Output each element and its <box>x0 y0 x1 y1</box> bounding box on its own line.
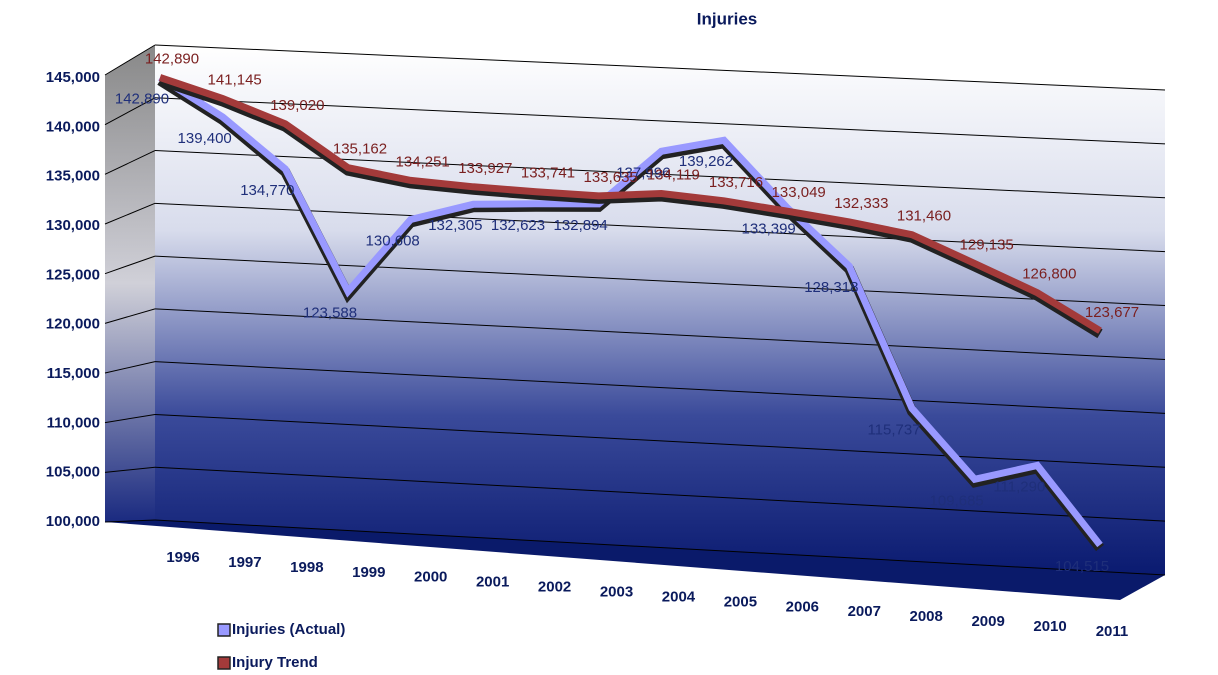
data-label: 111,290 <box>993 478 1045 495</box>
grid-line <box>154 413 1166 468</box>
data-label: 129,135 <box>960 236 1014 253</box>
side-grid-line <box>104 466 156 473</box>
x-tick-label: 2011 <box>1096 623 1129 640</box>
grid-line <box>154 519 1166 576</box>
legend-swatch <box>217 623 231 637</box>
data-label: 130,608 <box>366 232 420 249</box>
side-grid-line <box>104 413 156 424</box>
x-tick-label: 2008 <box>910 608 943 625</box>
line <box>158 74 1102 334</box>
line <box>158 74 1103 548</box>
grid-line <box>154 97 1166 145</box>
y-tick-label: 145,000 <box>46 69 100 86</box>
data-label: 135,162 <box>333 141 387 158</box>
x-tick-label: 2002 <box>538 579 571 596</box>
side-grid-line <box>104 255 156 275</box>
grid-line <box>154 202 1166 253</box>
data-label: 141,145 <box>208 72 262 89</box>
data-label: 142,890 <box>145 50 199 67</box>
data-label: 104,515 <box>1055 558 1109 575</box>
data-label: 142,890 <box>115 90 169 107</box>
x-tick-label: 1996 <box>166 549 199 566</box>
y-tick-label: 140,000 <box>46 118 100 135</box>
data-label: 132,623 <box>491 217 545 234</box>
y-tick-label: 130,000 <box>46 217 100 234</box>
y-tick-label: 115,000 <box>47 365 100 382</box>
y-tick-label: 135,000 <box>46 168 100 185</box>
x-tick-label: 2007 <box>848 603 881 620</box>
x-tick-label: 2003 <box>600 584 633 601</box>
y-tick-label: 100,000 <box>46 513 100 530</box>
floor <box>105 520 1165 600</box>
data-label: 109,685 <box>930 492 984 509</box>
y-tick-label: 120,000 <box>46 316 100 333</box>
grid-line <box>154 44 1166 91</box>
side-grid-line <box>104 361 156 374</box>
data-label: 126,800 <box>1022 266 1076 283</box>
x-tick-label: 2004 <box>662 588 696 605</box>
data-label: 128,318 <box>804 279 858 296</box>
y-tick-label: 105,000 <box>46 464 100 481</box>
data-label: 139,400 <box>178 130 232 147</box>
data-label: 123,677 <box>1085 304 1139 321</box>
data-label: 115,737 <box>867 421 920 438</box>
data-label: 131,460 <box>897 208 951 225</box>
data-label: 133,716 <box>709 174 763 191</box>
data-label: 132,305 <box>428 217 482 234</box>
side-grid-line <box>104 150 156 175</box>
x-tick-label: 2006 <box>786 598 819 615</box>
side-grid-line <box>104 44 156 76</box>
side-grid-line <box>104 97 156 126</box>
data-label: 133,635 <box>584 169 638 186</box>
x-tick-label: 2009 <box>971 613 1004 630</box>
x-tick-label: 1998 <box>290 559 323 576</box>
side-grid-line <box>104 202 156 225</box>
data-label: 137,996 <box>616 164 670 181</box>
data-label: 133,927 <box>458 160 512 177</box>
data-label: 134,119 <box>647 167 700 184</box>
side-wall <box>105 45 155 522</box>
y-tick-label: 110,000 <box>47 414 100 431</box>
x-tick-label: 2005 <box>724 593 757 610</box>
x-tick-label: 2001 <box>476 574 509 591</box>
data-label: 139,262 <box>679 153 733 170</box>
side-grid-line <box>104 519 156 523</box>
grid-line <box>154 466 1166 522</box>
plot: 100,000 105,000 110,000 115,000 120,000 125,0… <box>46 44 1166 671</box>
data-label: 134,770 <box>240 182 294 199</box>
x-tick-label: 2010 <box>1033 618 1066 635</box>
data-label: 133,049 <box>772 184 826 201</box>
side-grid-line <box>104 308 156 324</box>
data-label: 132,894 <box>554 217 608 234</box>
legend-label: Injuries (Actual) <box>232 621 345 638</box>
data-label: 134,251 <box>396 153 450 170</box>
x-tick-label: 1997 <box>228 554 261 571</box>
y-tick-label: 125,000 <box>46 266 100 283</box>
data-label: 123,588 <box>303 304 357 321</box>
data-label: 139,020 <box>270 97 324 114</box>
grid-line <box>154 361 1166 414</box>
grid-line <box>154 255 1166 307</box>
x-tick-label: 1999 <box>352 564 385 581</box>
grid-line <box>154 308 1166 360</box>
legend-label: Injury Trend <box>232 654 318 671</box>
legend-swatch <box>217 656 231 670</box>
data-label: 133,399 <box>742 220 796 237</box>
data-label: 133,741 <box>521 165 575 182</box>
x-tick-label: 2000 <box>414 569 447 586</box>
data-label: 132,333 <box>834 195 888 212</box>
chart-title: Injuries <box>697 9 757 28</box>
